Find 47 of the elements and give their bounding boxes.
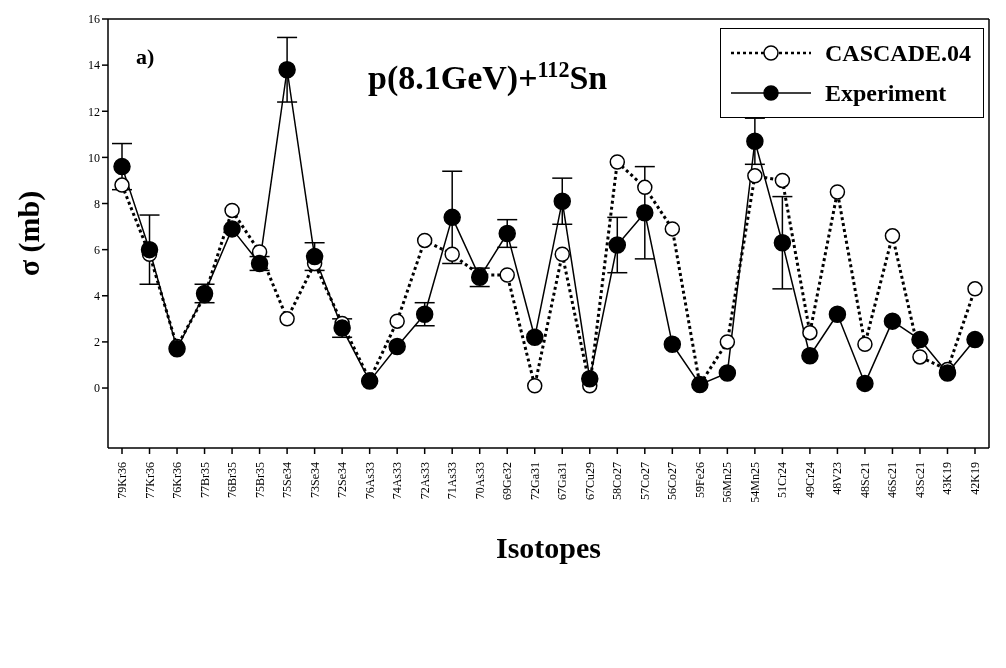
y-tick-label: 6 (94, 242, 100, 257)
x-tick-label: 69Ge32 (500, 462, 515, 500)
x-tick-label: 76As33 (362, 462, 377, 500)
x-tick-label: 49Cr24 (802, 462, 817, 498)
y-tick-label: 14 (88, 58, 100, 73)
x-tick-label: 71As33 (445, 462, 460, 500)
x-tick-label: 57Co27 (637, 462, 652, 501)
y-tick-label: 4 (94, 289, 100, 304)
annotation: a) (136, 44, 155, 69)
x-tick-label: 48Sc21 (857, 462, 872, 498)
x-tick-label: 77Kr36 (142, 462, 157, 499)
x-tick-label: 72As33 (417, 462, 432, 500)
x-tick-label: 76Kr36 (170, 462, 185, 499)
x-tick-label: 77Br35 (197, 462, 212, 498)
y-tick-label: 12 (88, 104, 100, 119)
text: p(8.1GeV)+$^{112}$Sn (368, 56, 608, 97)
x-tick-label: 48V23 (830, 462, 845, 495)
y-tick-label: 8 (94, 196, 100, 211)
y-tick-label: 16 (88, 12, 100, 27)
x-tick-label: 79Kr36 (115, 462, 129, 499)
x-tick-label: 54Mn25 (747, 462, 762, 503)
x-tick-label: 72Ga31 (527, 462, 542, 500)
x-tick-label: 67Ga31 (555, 462, 570, 500)
x-tick-label: 76Br35 (225, 462, 240, 498)
x-tick-label: 43K19 (940, 462, 955, 495)
x-tick-label: 42K19 (968, 462, 982, 495)
y-tick-label: 10 (88, 150, 100, 165)
y-tick-label: 2 (94, 335, 100, 350)
x-tick-label: 75Se34 (280, 462, 295, 498)
y-axis-title: σ (mb) (11, 190, 46, 277)
x-tick-label: 58Co27 (610, 462, 625, 501)
x-tick-label: 56Mn25 (720, 462, 735, 503)
x-tick-label: 72Se34 (335, 462, 350, 498)
x-tick-label: 70As33 (472, 462, 487, 500)
x-tick-label: 56Co27 (665, 462, 680, 501)
x-tick-label: 74As33 (390, 462, 405, 500)
x-axis-title: Isotopes (495, 531, 602, 564)
y-tick-label: 0 (94, 381, 100, 396)
x-tick-label: 73Se34 (307, 462, 322, 498)
x-tick-label: 75Br35 (252, 462, 267, 498)
x-tick-label: 43Sc21 (912, 462, 927, 498)
x-tick-label: 46Sc21 (885, 462, 900, 498)
x-tick-label: 67Cu29 (582, 462, 597, 501)
x-tick-label: 59Fe26 (692, 462, 707, 498)
x-tick-label: 51Cr24 (775, 462, 790, 498)
legend-label: Experiment (824, 79, 947, 107)
legend-label: CASCADE.04 (824, 39, 971, 67)
